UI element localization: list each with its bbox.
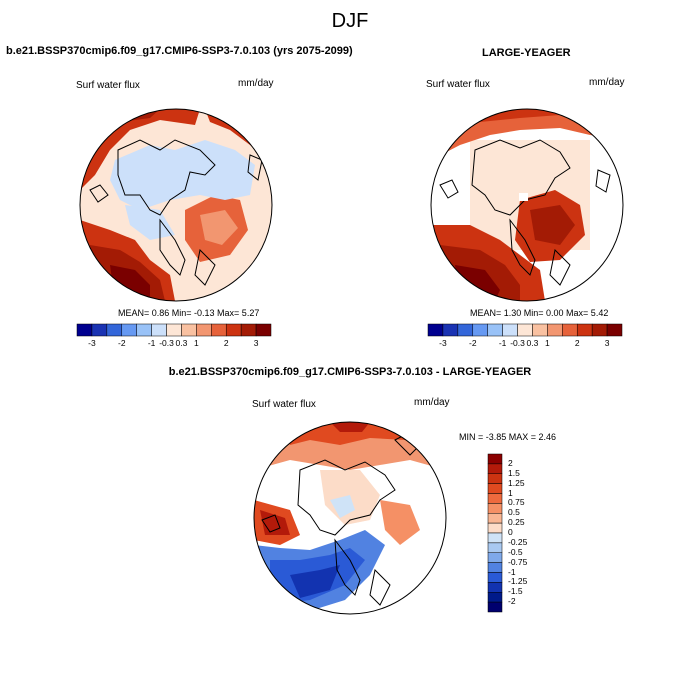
colorbar-tick-label: 1 xyxy=(508,487,513,498)
colorbar-swatch xyxy=(487,493,503,504)
colorbar-swatch xyxy=(562,323,578,337)
colorbar-swatch xyxy=(517,323,533,337)
colorbar-tick-label: 0.3 xyxy=(175,338,188,348)
colorbar-swatch xyxy=(121,323,137,337)
panel-3-case-title: b.e21.BSSP370cmip6.f09_g17.CMIP6-SSP3-7.… xyxy=(168,366,532,378)
colorbar-tick-label: 1 xyxy=(545,338,550,348)
panel-1-units-label: mm/day xyxy=(238,78,274,89)
page-title: DJF xyxy=(331,10,369,32)
panel-1-case-title: b.e21.BSSP370cmip6.f09_g17.CMIP6-SSP3-7.… xyxy=(6,45,353,57)
colorbar-tick-label: -3 xyxy=(439,338,447,348)
colorbar-tick-label: 2 xyxy=(508,457,513,468)
colorbar-swatch xyxy=(106,323,123,337)
panel-2-stats: MEAN= 1.30 Min= 0.00 Max= 5.42 xyxy=(470,308,609,318)
colorbar-tick-label: -0.3 xyxy=(510,338,525,348)
colorbar-tick-label: -1.5 xyxy=(508,586,523,597)
colorbar-swatch xyxy=(547,323,563,337)
colorbar-swatch xyxy=(487,601,503,613)
colorbar-tick-label: 1.25 xyxy=(508,477,525,488)
colorbar-swatch xyxy=(487,513,503,524)
colorbar-swatch xyxy=(487,463,503,474)
colorbar-tick-label: -0.3 xyxy=(159,338,174,348)
colorbar-swatch xyxy=(76,323,93,337)
colorbar-swatch xyxy=(487,552,503,563)
colorbar-swatch xyxy=(136,323,152,337)
panel-1-colorbar xyxy=(76,323,272,337)
colorbar-tick-label: 3 xyxy=(253,338,259,348)
colorbar-swatch xyxy=(606,323,623,337)
colorbar-swatch xyxy=(487,542,503,553)
colorbar-swatch xyxy=(487,572,503,583)
colorbar-swatch xyxy=(442,323,459,337)
colorbar-tick-label: -1.25 xyxy=(508,576,528,587)
colorbar-tick-label: 1 xyxy=(194,338,199,348)
colorbar-swatch xyxy=(487,532,503,544)
colorbar-swatch xyxy=(591,323,608,337)
colorbar-swatch xyxy=(487,483,503,494)
colorbar-swatch xyxy=(427,323,444,337)
panel-2-colorbar xyxy=(427,323,623,337)
colorbar-tick-label: 0 xyxy=(508,527,513,537)
panel-3-stats: MIN = -3.85 MAX = 2.46 xyxy=(459,432,557,442)
colorbar-tick-label: 0.5 xyxy=(508,507,520,518)
colorbar-swatch xyxy=(211,323,227,337)
colorbar-swatch xyxy=(181,323,197,337)
panel-3-variable-label: Surf water flux xyxy=(252,399,316,410)
colorbar-tick-label: 2 xyxy=(223,338,229,348)
colorbar-swatch xyxy=(487,582,503,593)
panel-3-map xyxy=(253,421,447,615)
colorbar-tick-label: -1 xyxy=(147,338,156,348)
colorbar-swatch xyxy=(91,323,108,337)
colorbar-tick-label: -0.25 xyxy=(508,536,528,547)
colorbar-swatch xyxy=(166,323,182,337)
panel-2-map xyxy=(430,108,624,302)
colorbar-tick-label: 1.5 xyxy=(508,467,520,478)
colorbar-tick-label: -0.75 xyxy=(508,556,528,567)
colorbar-swatch xyxy=(487,522,503,534)
panel-2-variable-label: Surf water flux xyxy=(426,79,490,90)
colorbar-tick-label: 2 xyxy=(574,338,580,348)
colorbar-swatch xyxy=(487,562,503,573)
colorbar-swatch xyxy=(487,503,503,514)
colorbar-swatch xyxy=(457,323,474,337)
colorbar-tick-label: 0.75 xyxy=(508,497,525,508)
panel-2-units-label: mm/day xyxy=(589,77,625,88)
colorbar-swatch xyxy=(487,473,503,484)
colorbar-tick-label: -0.5 xyxy=(508,546,523,557)
colorbar-swatch xyxy=(151,323,167,337)
colorbar-swatch xyxy=(240,323,257,337)
colorbar-swatch xyxy=(255,323,272,337)
colorbar-tick-label: 0.25 xyxy=(508,517,525,528)
panel-2-case-title: LARGE-YEAGER xyxy=(482,47,571,59)
colorbar-swatch xyxy=(472,323,488,337)
colorbar-swatch xyxy=(196,323,212,337)
panel-3-colorbar xyxy=(487,453,503,613)
colorbar-swatch xyxy=(487,592,503,603)
panel-1-map xyxy=(79,108,273,302)
colorbar-tick-label: -2 xyxy=(508,596,516,607)
colorbar-tick-label: -3 xyxy=(88,338,96,348)
panel-1-stats: MEAN= 0.86 Min= -0.13 Max= 5.27 xyxy=(118,308,260,318)
colorbar-swatch xyxy=(576,323,593,337)
colorbar-tick-label: -1 xyxy=(508,566,516,577)
colorbar-swatch xyxy=(532,323,548,337)
colorbar-tick-label: 0.3 xyxy=(526,338,539,348)
colorbar-tick-label: -2 xyxy=(117,338,126,348)
colorbar-swatch xyxy=(225,323,242,337)
panel-3-units-label: mm/day xyxy=(414,397,450,408)
colorbar-tick-label: 3 xyxy=(604,338,610,348)
colorbar-swatch xyxy=(502,323,518,337)
colorbar-tick-label: -1 xyxy=(498,338,507,348)
colorbar-tick-label: -2 xyxy=(468,338,477,348)
colorbar-swatch xyxy=(487,453,503,465)
colorbar-swatch xyxy=(487,323,503,337)
panel-1-variable-label: Surf water flux xyxy=(76,80,140,91)
